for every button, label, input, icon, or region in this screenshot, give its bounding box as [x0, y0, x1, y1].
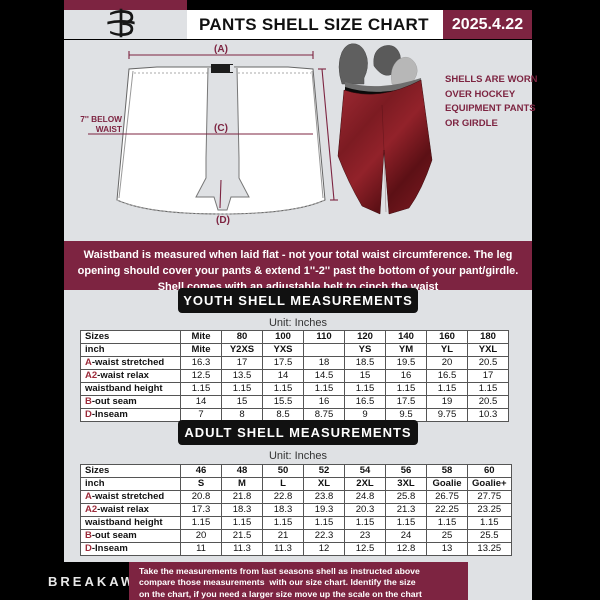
- svg-text:WAIST: WAIST: [96, 124, 122, 134]
- svg-text:(D): (D): [216, 215, 230, 226]
- svg-text:(C): (C): [214, 123, 228, 134]
- svg-text:(A): (A): [214, 44, 228, 55]
- svg-text:7'' BELOW: 7'' BELOW: [80, 114, 122, 124]
